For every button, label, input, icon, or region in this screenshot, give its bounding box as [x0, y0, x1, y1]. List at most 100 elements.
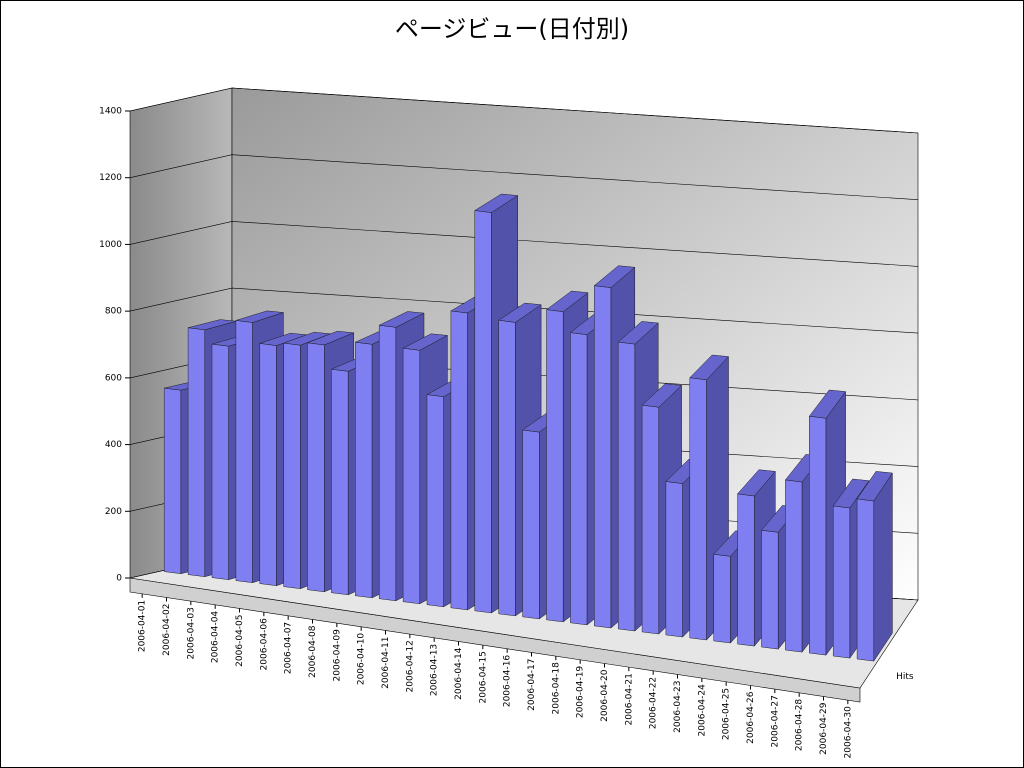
x-tick-label: 2006-04-04: [211, 611, 221, 664]
bar-top: [832, 478, 870, 509]
x-tick-label: 2006-04-14: [454, 647, 464, 700]
x-tick-label: 2006-04-26: [746, 691, 756, 744]
bar-shade: [618, 321, 659, 345]
bar-top: [378, 311, 425, 328]
bar-front: [594, 285, 612, 629]
bar-shade: [689, 355, 729, 380]
x-tick-label: 2006-04-02: [162, 604, 172, 656]
x-tick-label: 2006-04-06: [259, 618, 269, 671]
x-tick-label: 2006-04-17: [527, 659, 537, 711]
bar-shade: [498, 303, 542, 323]
bar-shade: [259, 333, 307, 346]
bar-front: [163, 387, 182, 574]
bar-shade: [594, 265, 635, 288]
x-tick-label: 2006-04-15: [478, 651, 488, 703]
bar-shade: [235, 310, 284, 323]
x-tick-label: 2006-04-16: [503, 655, 513, 708]
legend-label: Hits: [896, 672, 914, 682]
bar-front: [570, 332, 588, 626]
bar-shade: [809, 390, 846, 419]
bar-front: [498, 319, 516, 617]
bar-top: [474, 193, 519, 213]
bar-shade: [307, 331, 354, 345]
bar-shade: [737, 469, 776, 496]
x-tick-label: 2006-04-19: [576, 666, 586, 719]
bar-front: [832, 505, 851, 659]
bar-front: [283, 342, 301, 589]
bar-shade: [188, 319, 237, 330]
bar-top: [808, 389, 847, 419]
bar-front: [211, 343, 229, 580]
bar-front: [235, 320, 253, 583]
x-tick-label: 2006-04-22: [649, 677, 659, 729]
bar-front: [785, 479, 803, 653]
bar-front: [426, 394, 444, 608]
bar-front: [713, 553, 731, 644]
grid-line: [129, 221, 919, 267]
bar-top: [856, 471, 893, 502]
bar-front: [546, 309, 564, 623]
grid-line: [129, 87, 919, 134]
y-tick-label: 400: [105, 440, 122, 450]
y-tick-label: 1400: [99, 107, 122, 117]
bar-shade: [546, 291, 588, 312]
bar: [856, 471, 893, 662]
bar-front: [355, 341, 373, 599]
bar-shade: [283, 332, 331, 346]
bar-shade: [873, 473, 893, 662]
x-tick-label: 2006-04-24: [697, 684, 707, 737]
bar-front: [474, 210, 492, 614]
x-tick-label: 2006-04-29: [819, 702, 829, 755]
bar-top: [689, 354, 730, 381]
chart-title: ページビュー(日付別): [395, 15, 629, 43]
bar-shade: [474, 194, 518, 213]
x-tick-label: 2006-04-01: [138, 600, 148, 652]
x-tick-label: 2006-04-10: [357, 633, 367, 686]
bar-front: [761, 529, 779, 650]
bar-top: [617, 321, 659, 345]
x-tick-label: 2006-04-25: [722, 688, 732, 740]
bar-top: [402, 333, 449, 351]
bar-top: [737, 469, 776, 497]
x-tick-label: 2006-04-27: [770, 695, 780, 747]
bar-top: [498, 302, 542, 323]
bar-top: [235, 310, 284, 323]
bar-top: [641, 383, 683, 408]
bar-front: [856, 498, 875, 662]
grid-line: [129, 287, 919, 334]
y-tick-label: 600: [105, 373, 122, 383]
bar-front: [307, 342, 325, 593]
x-tick-label: 2006-04-07: [284, 622, 294, 674]
bar-front: [402, 347, 421, 605]
bar-front: [450, 310, 468, 611]
y-tick-label: 0: [116, 574, 122, 584]
y-tick-label: 800: [105, 307, 122, 317]
x-tick-label: 2006-04-20: [600, 669, 610, 722]
y-tick-label: 200: [105, 507, 122, 517]
bar-front: [331, 368, 349, 596]
x-tick-label: 2006-04-13: [430, 644, 440, 696]
x-tick-label: 2006-04-23: [673, 681, 683, 733]
bar-front: [689, 377, 707, 641]
bar-top: [593, 265, 636, 288]
bar-front: [641, 404, 660, 635]
bar-shade: [857, 471, 893, 501]
x-tick-label: 2006-04-03: [186, 607, 196, 659]
bar-front: [665, 481, 683, 638]
bar-shade: [642, 383, 682, 408]
grid-line: [129, 154, 919, 200]
y-tick-label: 1000: [99, 240, 122, 250]
x-tick-label: 2006-04-11: [381, 637, 391, 689]
x-tick-label: 2006-04-30: [843, 706, 853, 759]
x-tick-label: 2006-04-12: [405, 640, 415, 692]
x-tick-label: 2006-04-18: [551, 662, 561, 715]
bar-top: [545, 290, 589, 312]
x-tick-label: 2006-04-09: [332, 629, 342, 682]
x-tick-label: 2006-04-21: [624, 673, 634, 725]
bar-front: [617, 341, 636, 632]
bar-top: [307, 330, 354, 346]
bar-shade: [833, 479, 869, 508]
y-tick-label: 1200: [99, 173, 122, 183]
